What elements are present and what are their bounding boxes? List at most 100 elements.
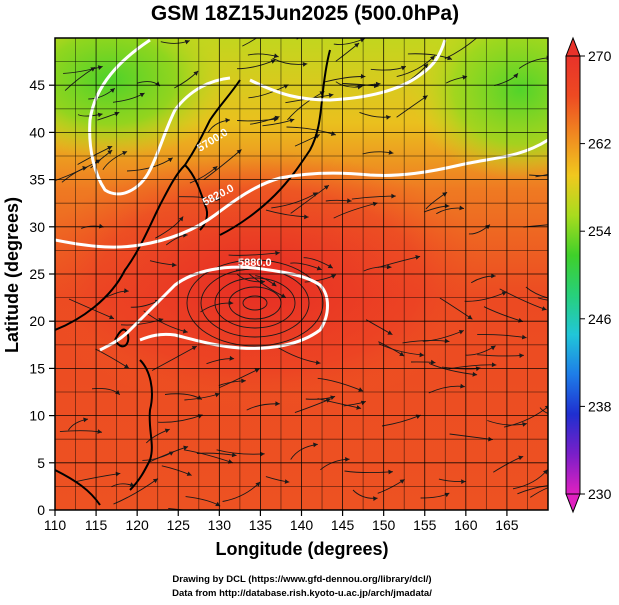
streamline-arrowhead [231,452,237,458]
streamline-arrowhead [481,29,486,34]
streamline-arrowhead [444,203,450,209]
coastline-taiwan [114,328,130,348]
streamline-arrowhead [518,455,524,461]
streamline-arrowhead [289,118,295,123]
streamline-arrowhead [167,157,173,163]
colorbar-tick-label: 238 [588,398,612,414]
y-tick-label: 15 [29,360,45,376]
streamline-arrowhead [521,334,527,340]
streamline-arrowhead [183,445,189,451]
streamline-arrowhead [561,169,566,174]
x-tick-label: 135 [249,517,273,533]
streamline-arrowhead [316,265,322,271]
streamline-arrowhead [271,281,277,287]
streamline-arrowhead [419,352,425,358]
colorbar-tick-label: 254 [588,223,612,239]
streamline-arrowhead [388,150,394,155]
streamline-arrowhead [447,55,452,61]
streamline-arrowhead [275,250,280,256]
streamline-arrowhead [330,395,336,400]
streamline-arrowhead [323,185,329,190]
streamline-arrowhead [491,273,496,279]
streamline-arrowhead [458,330,464,335]
streamline-arrowhead [139,93,145,98]
plot-area: 5700.0 5820.0 5880.0 [55,29,566,510]
x-tick-label: 150 [372,517,396,533]
streamline-arrowhead [186,471,192,476]
streamline-ring [186,259,324,347]
streamline-arrowhead [124,288,129,294]
streamline-arrowhead [399,479,405,484]
streamline-arrowhead [229,355,235,361]
streamline-arrowhead [273,53,279,59]
colorbar-gradient [565,55,581,495]
streamline-arrowhead [491,362,497,368]
y-tick-label: 0 [37,502,45,518]
streamline [444,38,478,60]
x-tick-label: 155 [413,517,437,533]
streamline-arrowhead [354,43,360,48]
streamline-arrowhead [254,368,260,373]
streamline-arrowhead [98,223,104,229]
contour-5880 [99,265,329,352]
streamline-arrowhead [415,255,421,260]
streamline-arrowhead [560,482,565,487]
streamline-arrowhead [359,38,365,43]
streamline-arrowhead [312,192,318,197]
x-tick-label: 125 [167,517,191,533]
streamline-arrowhead [325,398,331,403]
streamline [183,449,233,464]
streamline-arrowhead [543,469,548,475]
streamline-arrowhead [178,216,184,222]
streamline-arrowhead [513,73,518,79]
streamline-arrowhead [304,214,309,220]
grid [55,38,548,510]
coastlines [55,49,331,506]
streamline [333,202,378,219]
x-tick-label: 160 [454,517,478,533]
streamline-arrowhead [444,338,450,344]
y-tick-label: 45 [29,77,45,93]
chart-title: GSM 18Z15Jun2025 (500.0hPa) [151,2,459,25]
streamline-arrowhead [501,291,507,296]
streamline-arrowhead [560,413,565,418]
streamline-arrowhead [109,314,114,320]
y-tick-label: 20 [29,313,45,329]
x-tick-label: 130 [208,517,232,533]
streamline [539,407,548,414]
x-tick-label: 120 [125,517,149,533]
streamline-arrowhead [152,478,158,484]
colorbar-ticks: 230 238 246 254 262 270 [580,48,612,502]
streamline [113,478,159,505]
streamline-arrowhead [182,328,188,334]
y-tick-label: 25 [29,266,45,282]
streamline-arrowhead [467,314,473,320]
coastline-japan [219,49,331,236]
streamline-arrowhead [559,298,564,303]
streamline [518,57,548,69]
streamline-arrowhead [358,387,364,392]
streamline-arrowhead [541,306,547,311]
streamline-arrowhead [373,496,378,501]
y-axis-label: Latitude (degrees) [2,197,22,353]
streamline-arrowhead [522,422,527,427]
streamline [529,174,548,177]
streamline-arrowhead [460,383,465,389]
streamline-arrowhead [462,75,468,80]
streamline-arrowhead [345,457,350,462]
streamline [429,362,478,376]
streamline-arrowhead [331,274,336,279]
streamline-arrowhead [172,262,177,268]
streamline-arrowhead [107,150,113,155]
colorbar-tick-label: 270 [588,48,612,64]
streamline-arrowhead [196,395,202,400]
streamline [228,252,280,256]
streamline-arrowhead [386,264,392,270]
colorbar-tick-label: 262 [588,136,612,152]
streamline-arrowhead [225,118,230,123]
streamline-arrowhead [122,151,128,156]
contour-5820 [55,138,548,249]
streamline-arrowhead [260,451,265,457]
streamline-arrowhead [401,65,406,71]
